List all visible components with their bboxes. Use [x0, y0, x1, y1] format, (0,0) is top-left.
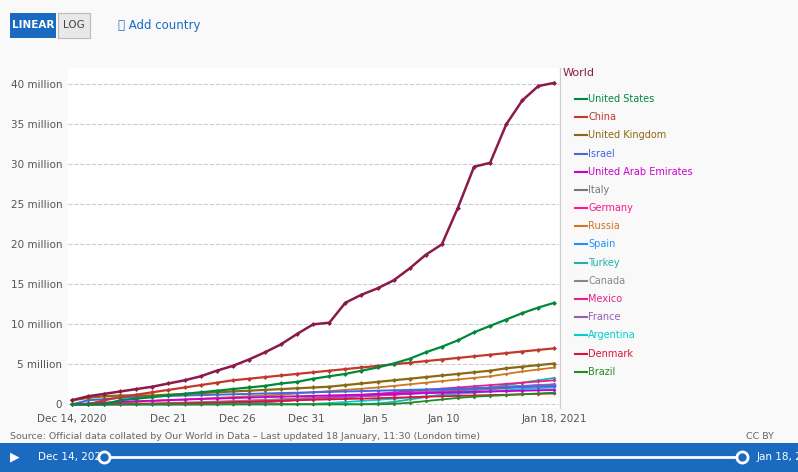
- Text: Brazil: Brazil: [588, 367, 615, 377]
- Text: Jan 18, 2021: Jan 18, 2021: [757, 452, 798, 463]
- Text: ⭕ Add country: ⭕ Add country: [118, 19, 200, 32]
- Text: World: World: [563, 68, 595, 78]
- Text: ▶: ▶: [10, 451, 19, 464]
- Text: Russia: Russia: [588, 221, 620, 231]
- Text: LOG: LOG: [63, 20, 85, 31]
- Text: Israel: Israel: [588, 149, 615, 159]
- Text: Turkey: Turkey: [588, 258, 620, 268]
- Text: France: France: [588, 312, 621, 322]
- Text: United States: United States: [588, 94, 654, 104]
- Text: Canada: Canada: [588, 276, 626, 286]
- Text: Mexico: Mexico: [588, 294, 622, 304]
- Text: China: China: [588, 112, 616, 122]
- Text: Source: Official data collated by Our World in Data – Last updated 18 January, 1: Source: Official data collated by Our Wo…: [10, 432, 480, 441]
- Text: LINEAR: LINEAR: [11, 20, 54, 31]
- Text: United Kingdom: United Kingdom: [588, 130, 666, 141]
- Text: CC BY: CC BY: [746, 432, 774, 441]
- Text: Spain: Spain: [588, 239, 615, 250]
- Text: Italy: Italy: [588, 185, 610, 195]
- Text: Denmark: Denmark: [588, 348, 633, 359]
- Text: Argentina: Argentina: [588, 330, 636, 340]
- Text: United Arab Emirates: United Arab Emirates: [588, 167, 693, 177]
- Text: Germany: Germany: [588, 203, 633, 213]
- Text: Dec 14, 2020: Dec 14, 2020: [38, 452, 108, 463]
